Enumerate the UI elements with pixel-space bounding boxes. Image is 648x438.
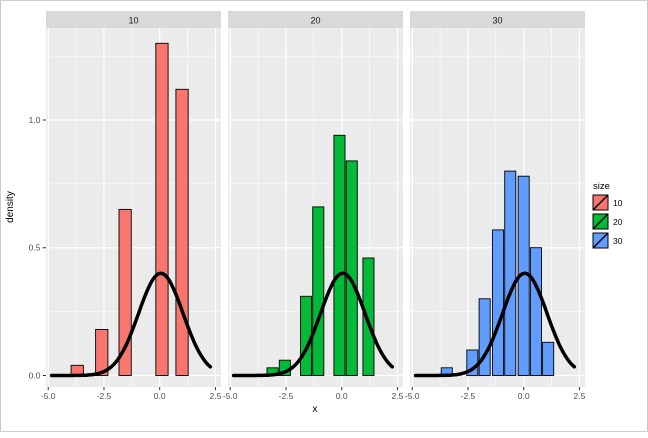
x-tick-label: -5.0 (405, 391, 420, 401)
x-axis-title: x (313, 404, 318, 415)
histogram-bar (118, 208, 132, 376)
legend-key-line (592, 232, 609, 249)
legend-key-line (592, 213, 609, 230)
x-tick-label: 0.0 (336, 391, 348, 401)
panel-background (46, 28, 221, 387)
x-tick-label: 0.0 (518, 391, 530, 401)
density-curve (231, 271, 395, 378)
histogram-bar (542, 341, 555, 376)
x-tick-label: 0.0 (154, 391, 166, 401)
histogram-bar (478, 298, 491, 376)
histogram-bar (312, 206, 325, 376)
histogram-bar (300, 295, 313, 376)
histogram-bar (95, 329, 109, 376)
legend-entry-label: 10 (613, 198, 623, 208)
legend-entry-label: 30 (613, 236, 623, 246)
histogram-bar (529, 247, 542, 376)
x-tick-label: 2.5 (210, 391, 222, 401)
y-tick-label: 1.0 (29, 115, 41, 125)
legend-title: size (593, 181, 610, 192)
histogram-bar (492, 229, 505, 376)
facet-strip (46, 11, 221, 28)
facet-strip-label: 30 (492, 16, 502, 26)
histogram-bar (175, 88, 189, 376)
histogram-bar (155, 42, 169, 376)
x-tick-label: 2.5 (574, 391, 586, 401)
x-tick-label: -5.0 (41, 391, 56, 401)
x-tick-label: -2.5 (97, 391, 112, 401)
y-axis-title: density (5, 191, 16, 223)
x-tick-label: -2.5 (461, 391, 476, 401)
y-tick-label: 0.5 (29, 243, 41, 253)
histogram-bar (362, 257, 375, 376)
histogram-bar (504, 170, 517, 376)
y-tick-label: 0.0 (29, 371, 41, 381)
facet-strip-label: 10 (128, 16, 138, 26)
facet-strip (410, 11, 585, 28)
facet-strip-label: 20 (310, 16, 320, 26)
generated-chart-layer: 10 -5.0 -2.5 0.0 2.5 20 -5.0 -2.5 0.0 2.5 30 -5.0 -2… (29, 11, 623, 401)
x-tick-label: -2.5 (279, 391, 294, 401)
histogram-bar (333, 134, 346, 376)
density-curve (413, 271, 577, 378)
legend-key-line (592, 194, 609, 211)
histogram-bar (345, 160, 358, 376)
legend-entry-label: 20 (613, 217, 623, 227)
x-tick-label: 2.5 (392, 391, 404, 401)
facet-strip (228, 11, 403, 28)
x-tick-label: -5.0 (223, 391, 238, 401)
density-curve (49, 271, 213, 378)
